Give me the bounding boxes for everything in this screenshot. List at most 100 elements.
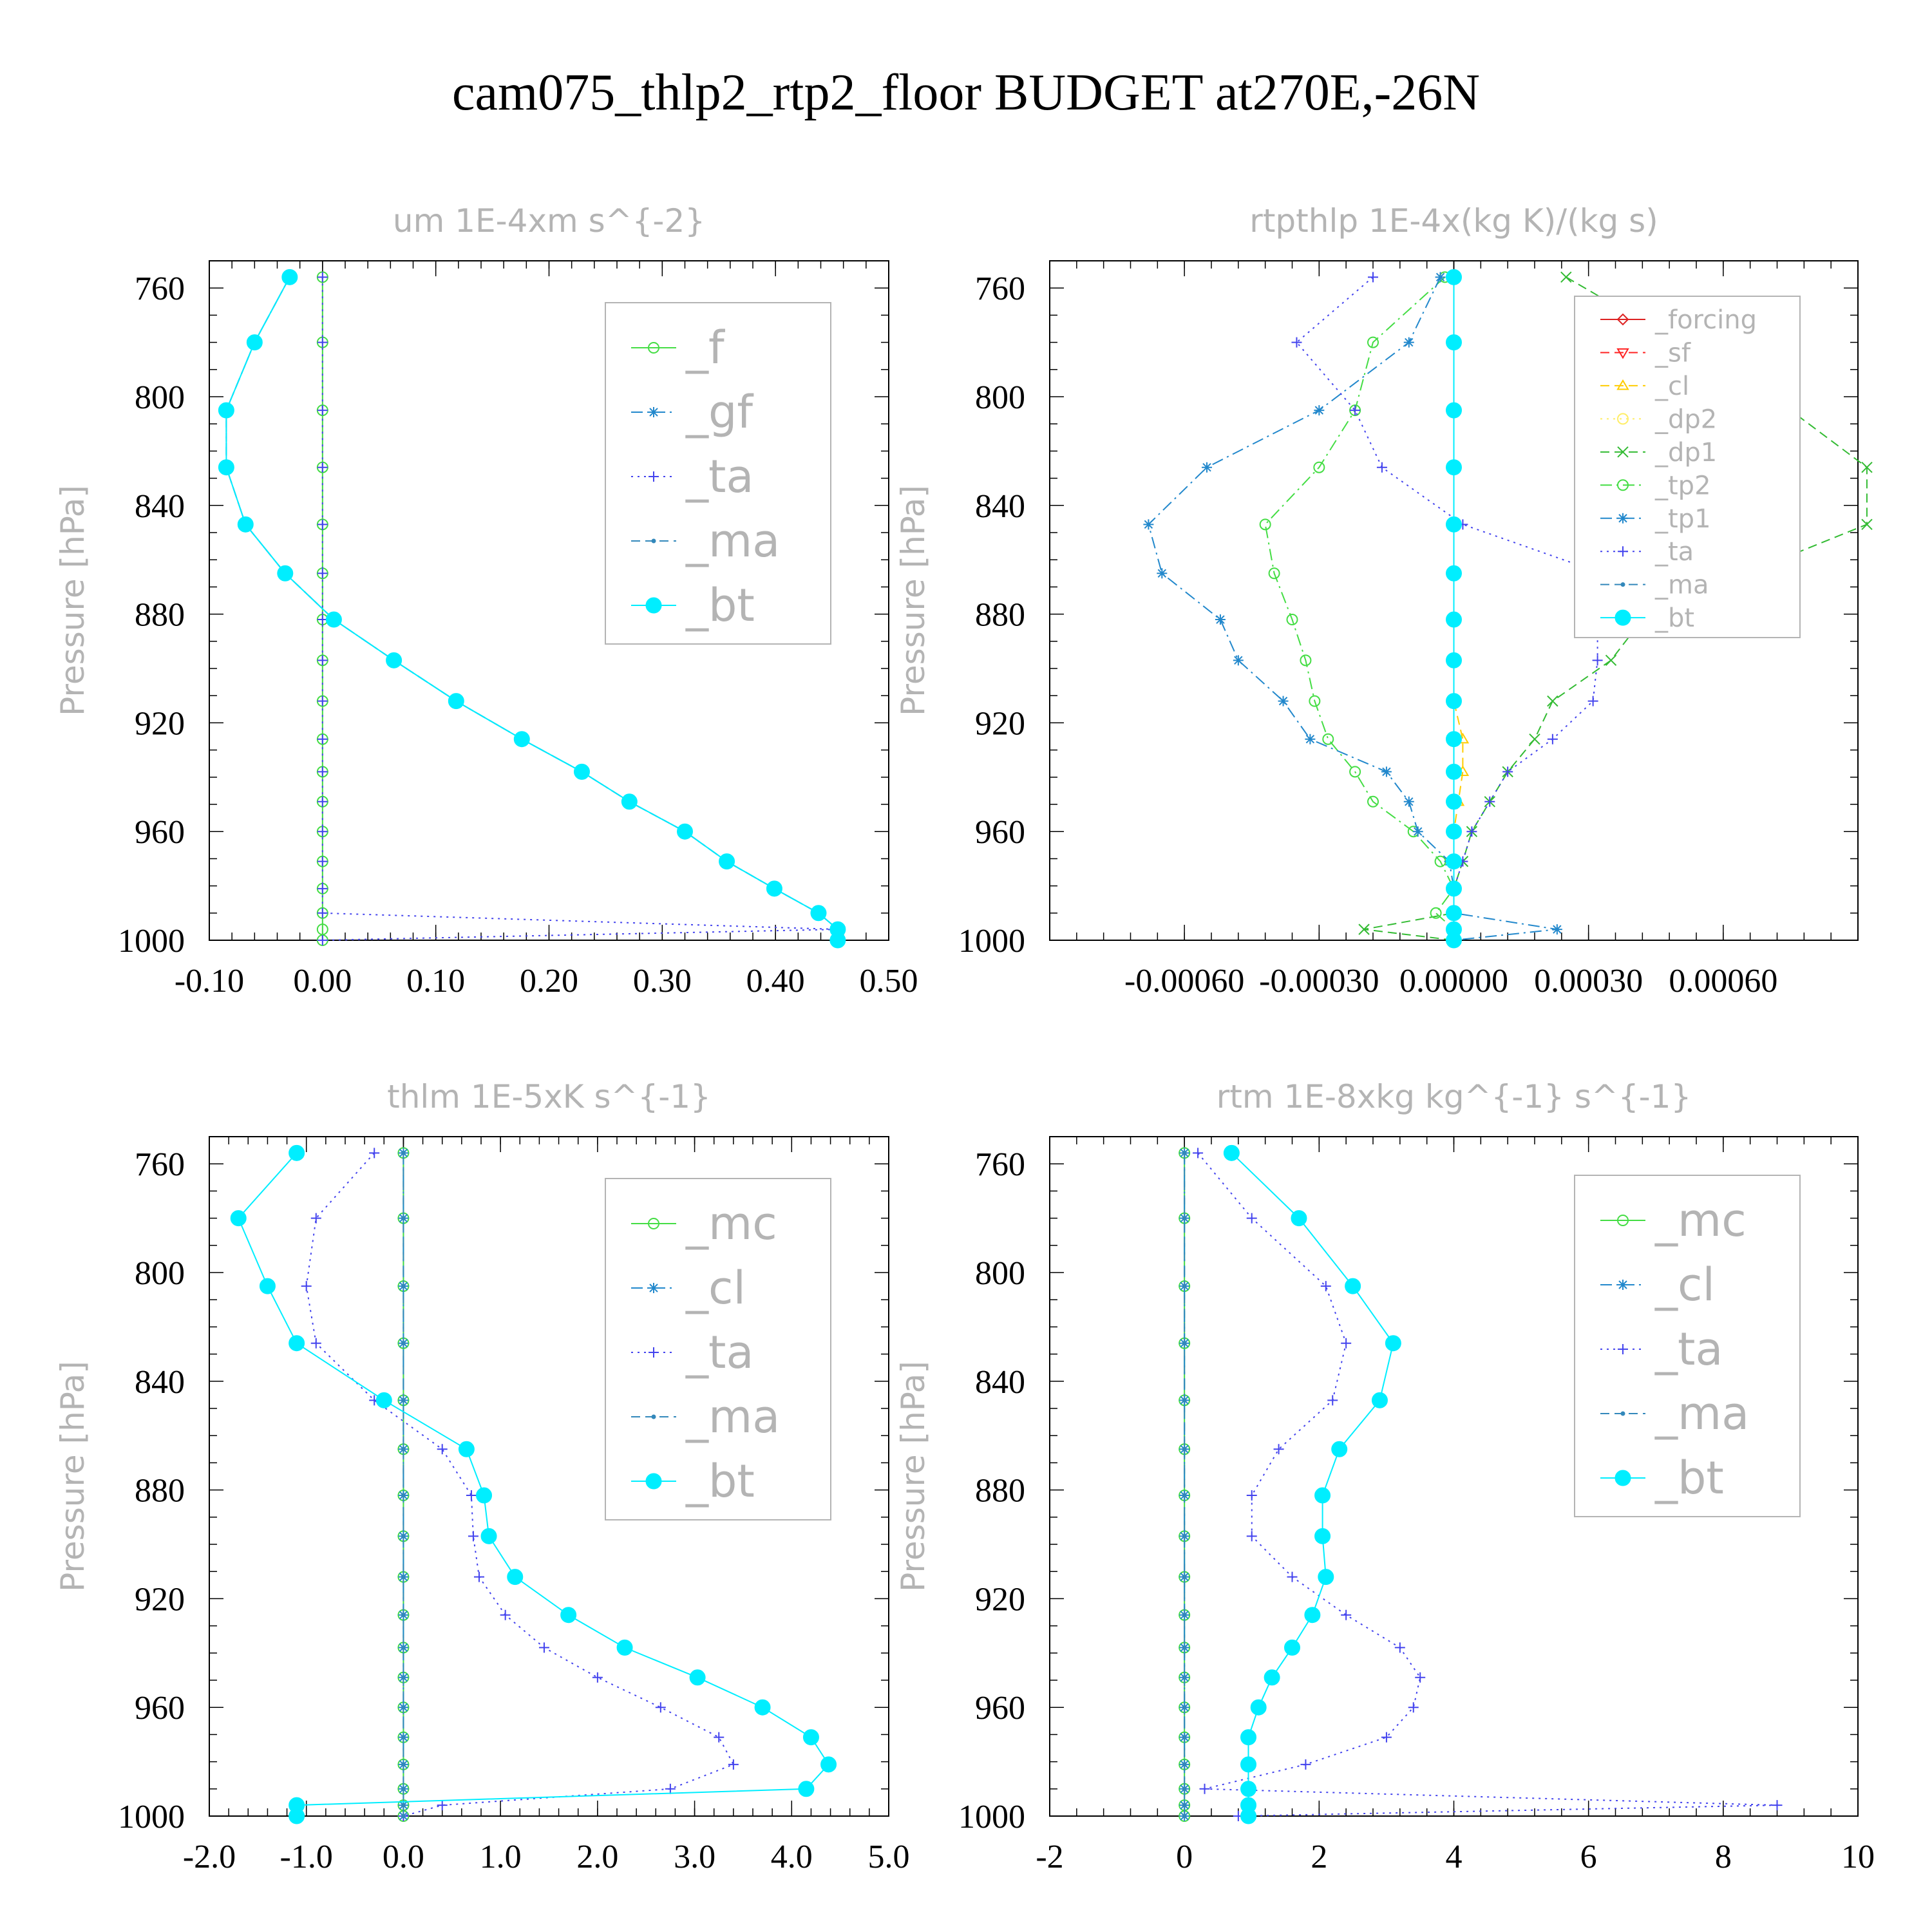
data-point (1446, 793, 1462, 810)
x-tick-label: 1.0 (480, 1839, 522, 1875)
y-tick-label: 1000 (958, 923, 1025, 960)
data-point (1182, 1675, 1187, 1680)
data-point (1284, 1639, 1300, 1656)
data-point (480, 1528, 497, 1544)
data-point (1182, 1645, 1187, 1650)
data-point (1193, 1148, 1204, 1159)
data-point (513, 731, 530, 748)
x-tick-label: 4.0 (771, 1839, 813, 1875)
legend-marker (649, 471, 659, 482)
chart-panel-2: rtpthlp 1E-4x(kg K)/(kg s) Pressure [hPa]… (895, 202, 1873, 999)
data-point (507, 1569, 524, 1586)
data-point (1320, 1281, 1331, 1292)
data-point (401, 1216, 406, 1221)
data-point (538, 1642, 549, 1653)
data-point (1182, 1283, 1187, 1289)
x-tick-label: 0.00000 (1399, 963, 1508, 999)
legend-label: _mc (1654, 1194, 1747, 1247)
y-tick-label: 880 (975, 597, 1025, 634)
data-point (1182, 1803, 1187, 1808)
y-tick-label: 1000 (118, 1799, 185, 1835)
data-point (317, 568, 328, 579)
y-tick-label: 800 (135, 379, 185, 416)
data-point (1446, 459, 1462, 476)
data-point (1300, 1759, 1311, 1770)
legend-marker (1620, 582, 1625, 587)
data-point (401, 1575, 406, 1580)
data-point (798, 1781, 815, 1797)
legend-marker (1620, 1411, 1625, 1416)
x-tick-label: 0.00 (293, 963, 352, 999)
data-point (1182, 1786, 1187, 1792)
y-tick-label: 800 (975, 379, 1025, 416)
data-point (289, 1335, 305, 1352)
data-point (310, 1338, 321, 1349)
data-point (1446, 693, 1462, 710)
x-tick-label: 0.20 (520, 963, 578, 999)
legend-label: _ta (1654, 1323, 1723, 1376)
y-tick-label: 920 (975, 705, 1025, 742)
data-point (317, 462, 328, 473)
legend-label: _cl (685, 1262, 746, 1314)
x-tick-label: 5.0 (868, 1839, 910, 1875)
data-point (375, 1392, 392, 1408)
data-point (1446, 402, 1462, 419)
data-point (1861, 462, 1873, 473)
legend-label: _ma (685, 1390, 780, 1443)
y-tick-label: 960 (975, 1690, 1025, 1727)
data-point (473, 1571, 484, 1582)
legend-marker (645, 597, 662, 614)
data-point (401, 1705, 406, 1710)
data-point (1446, 880, 1462, 897)
figure-title: cam075_thlp2_rtp2_floor BUDGET at270E,-2… (452, 64, 1480, 121)
legend: _f _gf _ta _ma _bt (605, 302, 831, 645)
plot-frame (209, 260, 889, 941)
data-point (1446, 932, 1462, 949)
data-point (401, 1533, 406, 1539)
legend-marker (1618, 1280, 1628, 1290)
data-point (401, 1341, 406, 1346)
data-point (401, 1803, 406, 1808)
legend-label: _bt (685, 579, 755, 632)
data-point (468, 1531, 478, 1542)
panels: um 1E-4xm s^{-2}Pressure [hPa]7608008408… (54, 202, 1875, 1875)
legend-marker (1615, 1470, 1631, 1486)
data-point (1394, 1642, 1405, 1653)
x-tick-label: 3.0 (674, 1839, 715, 1875)
data-point (458, 1441, 475, 1457)
legend-marker (1616, 348, 1629, 359)
data-point (1446, 763, 1462, 780)
data-point (1182, 1493, 1187, 1498)
data-point (1345, 1278, 1361, 1294)
data-point (802, 1729, 819, 1746)
legend-marker (1617, 479, 1629, 491)
y-tick-label: 800 (975, 1255, 1025, 1292)
series-line (1264, 276, 1455, 940)
plot-frame (1049, 1136, 1859, 1817)
data-point (259, 1278, 276, 1294)
data-point (1327, 1395, 1338, 1406)
y-tick-label: 920 (135, 1581, 185, 1618)
x-tick-label: 0.30 (633, 963, 692, 999)
y-axis-label: Pressure [hPa] (54, 485, 91, 716)
data-point (277, 565, 294, 582)
legend-marker (1616, 379, 1629, 390)
x-tick-label: 0.40 (746, 963, 805, 999)
x-tick-label: 0 (1176, 1839, 1193, 1875)
legend-label: _dp1 (1654, 438, 1717, 468)
data-point (1408, 1702, 1419, 1713)
series-ma (1182, 1150, 1187, 1819)
data-point (1246, 1531, 1257, 1542)
data-point (1350, 405, 1361, 416)
legend-marker (649, 1283, 659, 1293)
data-point (1466, 826, 1477, 837)
data-point (310, 1213, 321, 1224)
series-line (1296, 276, 1603, 940)
data-point (1381, 766, 1392, 777)
data-point (1286, 614, 1298, 626)
data-point (317, 856, 328, 867)
series-ma (401, 1150, 406, 1819)
data-point (1305, 734, 1316, 744)
legend-label: _ma (1654, 571, 1709, 600)
chart-panel-4: rtm 1E-8xkg kg^{-1} s^{-1} Pressure [hPa]… (895, 1078, 1875, 1875)
